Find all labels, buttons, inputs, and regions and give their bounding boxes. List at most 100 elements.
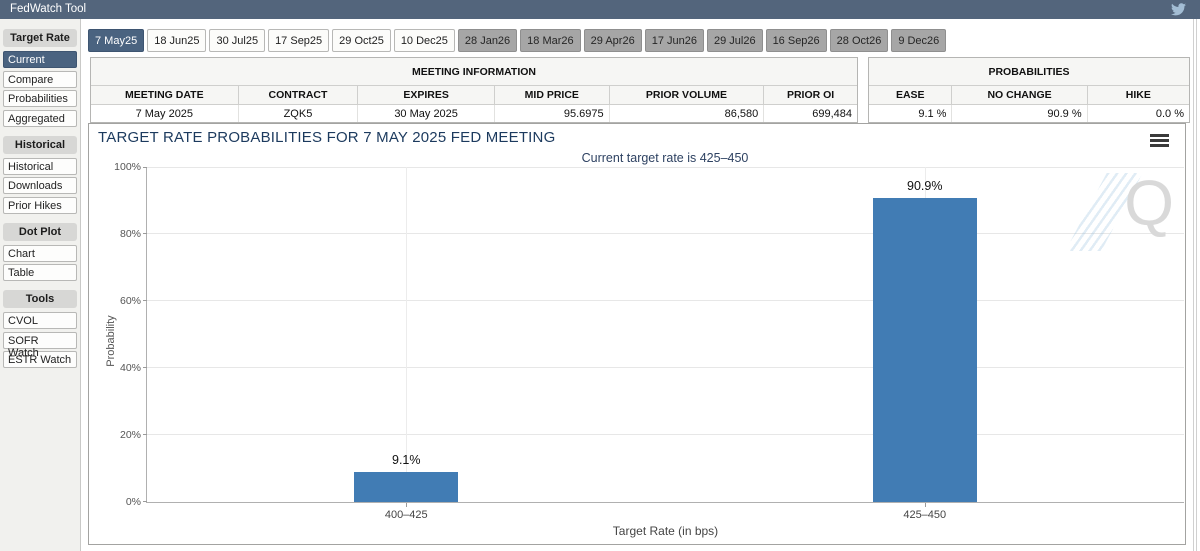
mid-price-value: 95.6975 [495, 105, 610, 122]
tab-17-sep25[interactable]: 17 Sep25 [268, 29, 330, 52]
sidebar-item-table[interactable]: Table [3, 264, 77, 281]
tab-29-apr26[interactable]: 29 Apr26 [583, 29, 642, 52]
scrollbar-track[interactable] [1193, 19, 1197, 551]
gridline-cat-1 [406, 167, 408, 502]
app-title: FedWatch Tool [10, 3, 87, 15]
twitter-icon[interactable] [1171, 3, 1186, 16]
bar-value-label: 9.1% [392, 452, 421, 467]
sidebar-item-chart[interactable]: Chart [3, 244, 77, 262]
ease-value: 9.1 % [869, 105, 953, 122]
col-ease: EASE [869, 86, 953, 105]
col-contract: CONTRACT [238, 86, 359, 105]
col-meeting-date: MEETING DATE [91, 86, 239, 105]
col-prior-volume: PRIOR VOLUME [609, 86, 765, 105]
col-prior-oi: PRIOR OI [764, 86, 857, 105]
meeting-date-tabs: 7 May25 18 Jun25 30 Jul25 17 Sep25 29 Oc… [88, 29, 947, 52]
gridline-20 [147, 434, 1184, 435]
ytick-label-60: 60% [119, 295, 141, 307]
hike-value: 0.0 % [1155, 107, 1184, 120]
xtick-cat-1 [406, 503, 408, 507]
sidebar-item-historical[interactable]: Historical [3, 157, 77, 175]
gridline-40 [147, 367, 1184, 368]
plot-area: 0% 20% 40% 60% 80% 100% Probability Targ… [105, 161, 1184, 538]
col-mid-price: MID PRICE [494, 86, 610, 105]
expires-value: 30 May 2025 [358, 105, 495, 122]
sidebar-section-dot-plot: Dot Plot Chart Table [2, 222, 78, 281]
tab-28-jan26[interactable]: 28 Jan26 [457, 29, 518, 52]
ytick-60 [143, 300, 147, 301]
tab-9-dec26[interactable]: 9 Dec26 [891, 29, 947, 52]
ytick-label-80: 80% [119, 228, 141, 240]
meeting-information-table: MEETING INFORMATION MEETING DATE CONTRAC… [90, 57, 858, 123]
tab-7-may25[interactable]: 7 May25 [88, 29, 145, 52]
ytick-100 [143, 167, 147, 168]
col-expires: EXPIRES [358, 86, 495, 105]
x-axis-title: Target Rate (in bps) [612, 524, 719, 538]
top-bar: FedWatch Tool [0, 0, 1200, 19]
contract-value: ZQK5 [239, 105, 359, 122]
gridline-60 [147, 300, 1184, 301]
ytick-label-0: 0% [125, 496, 141, 508]
sidebar-item-prior-hikes[interactable]: Prior Hikes [3, 196, 77, 214]
sidebar-item-cvol[interactable]: CVOL [3, 312, 77, 329]
tab-29-oct25[interactable]: 29 Oct25 [332, 29, 391, 52]
sidebar-header-historical: Historical [3, 135, 77, 154]
hamburger-menu-icon[interactable] [1150, 134, 1169, 149]
bar-value-label: 90.9% [907, 178, 943, 193]
bar-group-425-450: 90.9% [872, 167, 977, 502]
tab-10-dec25[interactable]: 10 Dec25 [393, 29, 455, 52]
ytick-label-100: 100% [114, 161, 141, 173]
sidebar-header-dot-plot: Dot Plot [3, 222, 77, 241]
ytick-label-40: 40% [119, 362, 141, 374]
tab-18-mar26[interactable]: 18 Mar26 [520, 29, 581, 52]
chart-title: TARGET RATE PROBABILITIES FOR 7 MAY 2025… [98, 129, 556, 146]
y-axis-title: Probability [105, 314, 117, 367]
bar-425-450 [872, 197, 977, 502]
tab-18-jun25[interactable]: 18 Jun25 [147, 29, 207, 52]
probabilities-data-row: 9.1 % 90.9 % 0.0 % [869, 105, 1189, 122]
bar-group-400-425: 9.1% [354, 167, 459, 502]
sidebar-header-target-rate: Target Rate [3, 29, 77, 47]
tab-17-jun26[interactable]: 17 Jun26 [644, 29, 704, 52]
tab-28-oct26[interactable]: 28 Oct26 [829, 29, 889, 52]
tab-29-jul26[interactable]: 29 Jul26 [706, 29, 763, 52]
no-change-value: 90.9 % [952, 105, 1088, 122]
meeting-information-header-row: MEETING DATE CONTRACT EXPIRES MID PRICE … [91, 86, 857, 105]
sidebar-item-compare[interactable]: Compare [3, 70, 77, 88]
chart-panel: TARGET RATE PROBABILITIES FOR 7 MAY 2025… [88, 123, 1186, 545]
probabilities-title: PROBABILITIES [869, 58, 1189, 86]
gridline-100 [147, 167, 1184, 168]
probabilities-table: PROBABILITIES EASE NO CHANGE HIKE 9.1 % … [868, 57, 1190, 123]
sidebar-header-tools: Tools [3, 290, 77, 308]
sidebar: Target Rate Current Compare Probabilitie… [0, 19, 81, 551]
sidebar-item-aggregated[interactable]: Aggregated [3, 109, 77, 127]
chart-subtitle: Current target rate is 425–450 [581, 151, 749, 165]
ytick-20 [143, 434, 147, 435]
prior-oi-value: 699,484 [812, 107, 852, 120]
bar-400-425 [354, 471, 459, 502]
sidebar-item-downloads[interactable]: Downloads [3, 177, 77, 194]
sidebar-item-sofr-watch[interactable]: SOFR Watch [3, 331, 77, 359]
xcat-label-425-450: 425–450 [903, 509, 947, 521]
ytick-40 [143, 367, 147, 368]
sidebar-item-estr-watch[interactable]: ESTR Watch [3, 351, 77, 368]
sidebar-section-target-rate: Target Rate Current Compare Probabilitie… [2, 29, 78, 127]
ytick-0 [143, 501, 147, 502]
meeting-information-title: MEETING INFORMATION [91, 58, 857, 86]
sidebar-section-tools: Tools CVOL SOFR Watch ESTR Watch [2, 290, 78, 368]
sidebar-section-historical: Historical Historical Downloads Prior Hi… [2, 135, 78, 214]
sidebar-item-probabilities[interactable]: Probabilities [3, 90, 77, 107]
col-no-change: NO CHANGE [952, 86, 1088, 105]
sidebar-item-current[interactable]: Current [3, 51, 77, 68]
meeting-information-data-row: 7 May 2025 ZQK5 30 May 2025 95.6975 86,5… [91, 105, 857, 122]
ytick-label-20: 20% [119, 429, 141, 441]
prior-volume-value: 86,580 [610, 105, 765, 122]
xcat-label-400-425: 400–425 [384, 509, 428, 521]
col-hike: HIKE [1087, 86, 1189, 105]
probabilities-header-row: EASE NO CHANGE HIKE [869, 86, 1189, 105]
tab-16-sep26[interactable]: 16 Sep26 [765, 29, 827, 52]
xtick-cat-2 [924, 503, 926, 507]
quikstrike-watermark-logo: Q [1124, 167, 1174, 239]
tab-30-jul25[interactable]: 30 Jul25 [209, 29, 266, 52]
